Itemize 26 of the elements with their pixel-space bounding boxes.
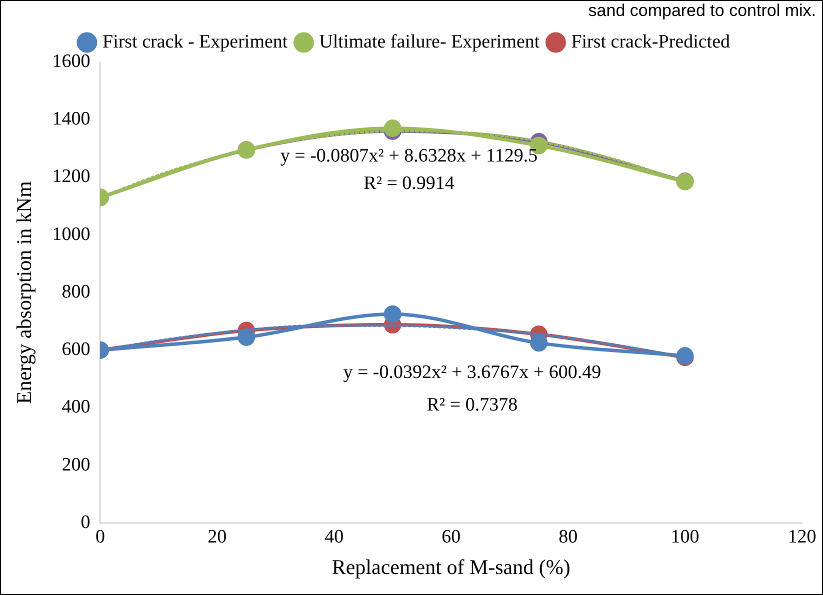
annotation: y = -0.0392x² + 3.6767x + 600.49 (343, 362, 602, 384)
y-tick-label: 400 (62, 396, 90, 418)
legend-label: First crack-Predicted (571, 31, 731, 52)
y-tick-label: 0 (80, 512, 90, 533)
y-tick-label: 800 (62, 281, 90, 302)
x-tick-label: 20 (208, 526, 227, 548)
y-tick-label: 1000 (52, 224, 90, 245)
legend-label: Ultimate failure- Experiment (319, 31, 540, 52)
annotation: y = -0.0807x² + 8.6328x + 1129.5 (280, 145, 538, 166)
y-tick-label: 1400 (52, 108, 90, 130)
y-tick-label: 1600 (52, 50, 90, 72)
x-tick-label: 100 (670, 526, 700, 548)
y-tick-label: 200 (62, 454, 90, 476)
y-axis-title: Energy absorption in kNm (12, 180, 36, 404)
x-axis-title: Replacement of M-sand (%) (332, 554, 570, 579)
y-tick-label: 600 (62, 339, 90, 360)
annotation: R² = 0.7378 (426, 394, 518, 416)
x-tick-label: 120 (788, 526, 816, 548)
annotation: R² = 0.9914 (364, 173, 455, 194)
x-tick-label: 40 (324, 526, 344, 548)
x-tick-label: 80 (558, 526, 578, 548)
x-tick-label: 60 (442, 526, 461, 548)
y-tick-label: 1200 (52, 166, 90, 188)
legend-label: First crack - Experiment (102, 31, 288, 52)
text: sand compared to control mix. (588, 1, 816, 21)
x-tick-label: 0 (95, 526, 105, 548)
